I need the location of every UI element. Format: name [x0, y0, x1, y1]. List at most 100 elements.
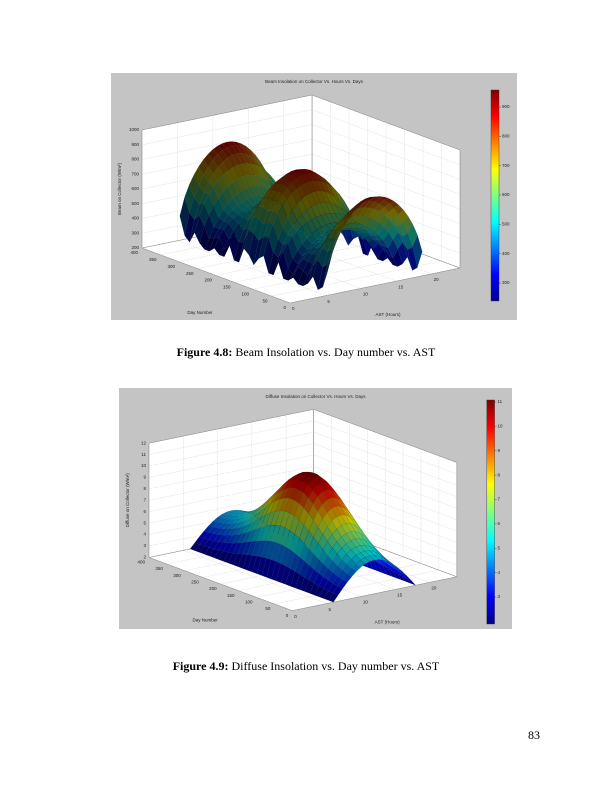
colorbar-tick-label: 600 — [502, 192, 510, 197]
colorbar — [490, 89, 500, 302]
hour-tick-label: 15 — [397, 593, 403, 598]
colorbar-tick-label: 3 — [497, 594, 500, 599]
hour-tick-label: 0 — [294, 614, 297, 619]
z-tick-label: 4 — [143, 532, 146, 537]
z-tick-label: 2 — [143, 555, 146, 560]
hour-tick-label: 5 — [329, 607, 332, 612]
grid-line — [183, 550, 327, 604]
hour-tick-label: 10 — [363, 292, 369, 297]
colorbar-tick-label: 4 — [497, 570, 500, 575]
day-tick-label: 0 — [286, 613, 289, 618]
grid-line — [313, 466, 457, 520]
colorbar-tick-label: 5 — [497, 545, 500, 550]
colorbar-tick-label: 9 — [497, 448, 500, 453]
grid-line — [311, 212, 461, 269]
figure-title: Diffuse Insolation on Collector Vs. Hour… — [266, 394, 367, 399]
z-tick-label: 12 — [141, 440, 147, 445]
day-tick-label: 250 — [191, 580, 199, 585]
y-axis-label: Day Number — [187, 310, 213, 315]
hour-tick-label: 10 — [363, 600, 369, 605]
figure-title: Beam Insolation on Collector Vs. Hours V… — [265, 79, 364, 84]
z-tick-label: 3 — [143, 543, 146, 548]
z-tick-label: 9 — [143, 475, 146, 480]
z-axis-label: Diffuse on Collector (W/m²) — [125, 473, 130, 528]
grid-line — [311, 124, 461, 180]
grid-line — [313, 431, 457, 486]
figure-caption: Figure 4.8: Beam Insolation vs. Day numb… — [177, 345, 436, 359]
z-tick-label: 800 — [131, 157, 139, 162]
day-tick-label: 400 — [130, 250, 138, 255]
caption-label: Figure 4.9: — [173, 659, 229, 673]
day-tick-label: 50 — [262, 298, 268, 303]
grid-line — [148, 557, 293, 611]
z-tick-label: 700 — [131, 171, 139, 176]
z-tick-label: 600 — [131, 186, 139, 191]
grid-line — [311, 183, 461, 239]
z-tick-label: 7 — [143, 497, 146, 502]
day-tick-label: 150 — [223, 285, 231, 290]
z-tick-label: 6 — [143, 509, 146, 514]
colorbar-tick-label: 900 — [502, 104, 510, 109]
colorbar-tick-label: 800 — [502, 134, 510, 139]
caption-label: Figure 4.8: — [177, 345, 233, 359]
day-tick-label: 100 — [241, 291, 249, 296]
z-tick-label: 8 — [143, 486, 146, 491]
z-tick-label: 300 — [131, 230, 139, 235]
grid-line — [311, 139, 461, 195]
z-axis-label: Beam on Collector (W/m²) — [117, 162, 122, 215]
z-tick-label: 10 — [141, 463, 147, 468]
grid-line — [141, 247, 291, 304]
grid-line — [177, 240, 326, 296]
colorbar-tick-label: 400 — [502, 251, 510, 256]
day-tick-label: 200 — [204, 278, 212, 283]
figure: Diffuse Insolation on Collector Vs. Hour… — [119, 388, 512, 629]
grid-line — [311, 109, 461, 165]
x-axis-label: AST (Hours) — [375, 619, 400, 624]
z-tick-label: 500 — [131, 201, 139, 206]
day-tick-label: 100 — [245, 600, 253, 605]
z-tick-label: 400 — [131, 216, 139, 221]
day-tick-label: 400 — [137, 560, 145, 565]
day-tick-label: 300 — [173, 573, 181, 578]
hour-tick-label: 5 — [327, 299, 330, 304]
grid-line — [311, 153, 461, 210]
colorbar-tick-label: 6 — [497, 521, 500, 526]
day-tick-label: 0 — [283, 305, 286, 310]
hour-tick-label: 15 — [398, 284, 404, 289]
colorbar-tick-label: 300 — [502, 280, 510, 285]
day-tick-label: 350 — [155, 566, 163, 571]
z-tick-label: 200 — [131, 245, 139, 250]
hour-tick-label: 0 — [292, 306, 295, 311]
colorbar-tick-label: 7 — [497, 497, 500, 502]
day-tick-label: 250 — [186, 271, 194, 276]
day-tick-label: 350 — [149, 257, 157, 262]
z-tick-label: 900 — [131, 142, 139, 147]
hour-tick-label: 20 — [434, 277, 440, 282]
z-tick-label: 11 — [141, 452, 146, 457]
hour-tick-label: 20 — [431, 586, 437, 591]
colorbar-tick-label: 8 — [497, 472, 500, 477]
colorbar-tick-label: 10 — [497, 424, 503, 429]
day-tick-label: 200 — [209, 586, 217, 591]
surface-patch — [322, 252, 333, 288]
surface-patch — [328, 593, 339, 603]
colorbar-tick-label: 500 — [502, 222, 510, 227]
grid-line — [311, 198, 461, 254]
page-number: 83 — [528, 728, 540, 742]
z-tick-label: 1000 — [129, 127, 140, 132]
figure: Beam Insolation on Collector Vs. Hours V… — [111, 73, 517, 320]
figure-caption: Figure 4.9: Diffuse Insolation vs. Day n… — [173, 659, 440, 673]
day-tick-label: 300 — [167, 264, 175, 269]
day-tick-label: 150 — [227, 593, 235, 598]
grid-line — [311, 94, 461, 151]
colorbar — [486, 399, 495, 625]
caption-text: Diffuse Insolation vs. Day number vs. AS… — [232, 659, 440, 673]
colorbar-tick-label: 11 — [497, 399, 502, 404]
x-axis-label: AST (Hours) — [376, 312, 401, 317]
grid-line — [311, 168, 461, 224]
caption-text: Beam Insolation vs. Day number vs. AST — [235, 345, 436, 359]
z-tick-label: 5 — [143, 520, 146, 525]
colorbar-tick-label: 700 — [502, 163, 510, 168]
